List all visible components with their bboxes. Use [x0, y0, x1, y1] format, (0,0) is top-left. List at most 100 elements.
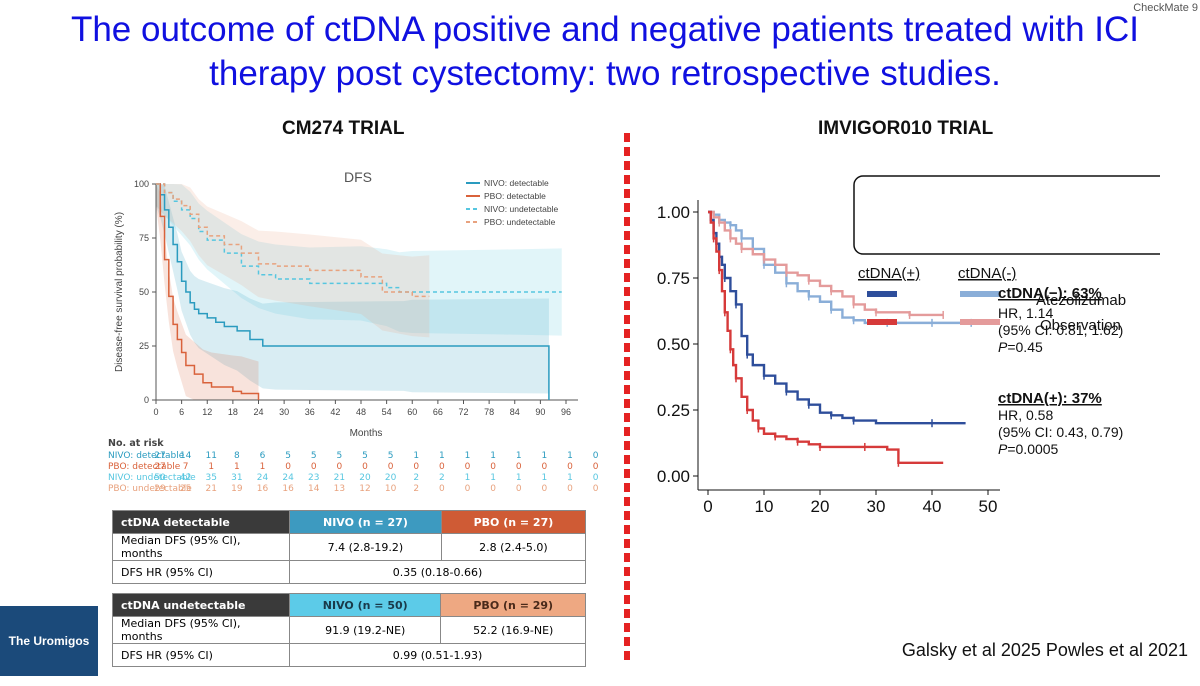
imv-neg-ci: (95% CI: 0.81, 1.62): [998, 322, 1123, 338]
dfs-table-undetectable: ctDNA undetectable NIVO (n = 50) PBO (n …: [112, 593, 586, 667]
risk-value: 1: [413, 451, 420, 461]
imv-x-tick-label: 10: [755, 497, 774, 516]
dfs-undetectable-median-label: Median DFS (95% CI), months: [112, 616, 290, 644]
cm274-x-tick-label: 60: [407, 407, 417, 417]
dfs-detectable-median-arm2: 2.8 (2.4-5.0): [440, 533, 587, 561]
risk-value: 10: [384, 484, 397, 494]
imv-legend-swatch-neg-atezo: [960, 291, 1000, 297]
risk-value: 1: [259, 462, 266, 472]
risk-value: 27: [154, 451, 166, 461]
dfs-undetectable-header: ctDNA undetectable: [112, 593, 290, 617]
cm274-ci-band: [156, 184, 430, 338]
risk-value: 24: [282, 473, 294, 483]
risk-value: 7: [182, 462, 189, 472]
risk-value: 0: [490, 462, 496, 472]
risk-value: 19: [231, 484, 243, 494]
dfs-detectable-median-label: Median DFS (95% CI), months: [112, 533, 290, 561]
imv-neg-title: ctDNA(−): 63%: [998, 285, 1102, 302]
cm274-x-tick-label: 96: [561, 407, 571, 417]
dfs-table-header-row: ctDNA detectable NIVO (n = 27) PBO (n = …: [112, 510, 587, 534]
risk-value: 2: [413, 473, 420, 483]
dfs-undetectable-median-arm1: 91.9 (19.2-NE): [288, 616, 442, 644]
imv-y-tick-label: 0.50: [657, 335, 690, 354]
imv-x-tick-label: 0: [703, 497, 712, 516]
imv-series-line: [708, 210, 966, 425]
cm274-series-line: [156, 183, 550, 400]
cm274-series-line: [156, 183, 260, 400]
risk-value: 0: [567, 462, 573, 472]
risk-value: 31: [231, 473, 243, 483]
cm274-x-tick-label: 78: [484, 407, 494, 417]
risk-value: 0: [515, 484, 522, 494]
dfs-table-row: Median DFS (95% CI), months 7.4 (2.8-19.…: [112, 533, 587, 561]
dfs-table-row: DFS HR (95% CI) 0.99 (0.51-1.93): [112, 643, 586, 667]
risk-value: 0: [515, 462, 522, 472]
imvigor010-km-chart: 0 10 20 30 40 50 0.00 0.25 0.50 0.75 1.00 ctDNA(+)…: [657, 175, 1160, 516]
cm274-y-tick-label: 0: [144, 395, 149, 405]
risk-value: 42: [179, 473, 192, 483]
imv-pos-p-value: =0.0005: [1007, 441, 1058, 457]
dashed-divider: [624, 133, 630, 663]
dfs-detectable-hr-label: DFS HR (95% CI): [112, 560, 290, 584]
cm274-km-chart: DFS 0 6 12 18 24 30 36 42 48 54 60 66 72 78 84 90 96 0 25 5…: [108, 160, 598, 450]
risk-value: 11: [205, 451, 217, 461]
risk-value: 27: [154, 462, 166, 472]
dfs-undetectable-hr-label: DFS HR (95% CI): [112, 643, 290, 667]
risk-value: 5: [362, 451, 368, 461]
risk-value: 1: [515, 473, 522, 483]
risk-value: 13: [333, 484, 346, 494]
cm274-ci-band: [156, 184, 562, 336]
imv-y-tick-label: 0.00: [657, 467, 690, 486]
imv-x-tick-label: 30: [867, 497, 886, 516]
imv-series-line: [708, 210, 972, 325]
cm274-x-tick-label: 30: [279, 407, 289, 417]
risk-row-label: NIVO: undetectable: [108, 473, 196, 483]
cm274-x-tick-label: 36: [305, 407, 315, 417]
dfs-undetectable-arm1: NIVO (n = 50): [288, 593, 442, 617]
dfs-detectable-median-arm1: 7.4 (2.8-19.2): [289, 533, 442, 561]
cm274-x-tick-label: 18: [228, 407, 238, 417]
imv-y-tick-label: 0.75: [657, 269, 690, 288]
cm274-legend-label: PBO: undetectable: [484, 217, 556, 227]
imv-legend-box: [853, 175, 1160, 255]
risk-value: 0: [439, 484, 445, 494]
logo-text: The Uromigos: [8, 634, 90, 648]
corner-label: CheckMate 9: [1133, 2, 1198, 14]
cm274-x-tick-label: 12: [202, 407, 212, 417]
risk-value: 0: [310, 462, 317, 472]
cm274-y-label: Disease-free survival probability (%): [114, 212, 125, 372]
dfs-table-detectable: ctDNA detectable NIVO (n = 27) PBO (n = …: [112, 510, 587, 584]
risk-value: 8: [234, 451, 240, 461]
imv-neg-p: P=0.45: [998, 339, 1043, 355]
imv-x-tick-label: 20: [811, 497, 830, 516]
cm274-legend-label: PBO: detectable: [484, 191, 546, 201]
dfs-undetectable-median-arm2: 52.2 (16.9-NE): [440, 616, 586, 644]
imv-neg-p-label: P: [998, 339, 1008, 355]
imv-pos-ci: (95% CI: 0.43, 0.79): [998, 424, 1123, 440]
imv-series-line: [708, 210, 944, 317]
imv-neg-hr: HR, 1.14: [998, 305, 1053, 321]
imv-pos-hr: HR, 0.58: [998, 407, 1053, 423]
risk-value: 14: [179, 451, 192, 461]
cm274-x-tick-label: 48: [356, 407, 366, 417]
cm274-y-tick-label: 25: [139, 341, 149, 351]
cm274-y-tick-label: 75: [139, 233, 149, 243]
imv-y-tick-label: 0.25: [657, 401, 690, 420]
risk-value: 1: [464, 473, 471, 483]
risk-value: 24: [256, 473, 269, 483]
risk-value: 0: [362, 462, 368, 472]
risk-value: 50: [154, 473, 166, 483]
cm274-chart-title: DFS: [344, 169, 372, 185]
risk-value: 14: [308, 484, 320, 494]
risk-value: 0: [567, 484, 573, 494]
risk-value: 0: [439, 462, 445, 472]
risk-value: 0: [464, 484, 471, 494]
uromigos-logo: The Uromigos: [0, 606, 98, 676]
cm274-x-label: Months: [350, 428, 383, 439]
risk-value: 25: [179, 484, 192, 494]
dfs-table-row: Median DFS (95% CI), months 91.9 (19.2-N…: [112, 616, 586, 644]
risk-value: 1: [464, 451, 471, 461]
risk-value: 6: [259, 451, 266, 461]
risk-value: 16: [256, 484, 269, 494]
imv-legend-swatch-neg-obs: [960, 319, 1000, 325]
